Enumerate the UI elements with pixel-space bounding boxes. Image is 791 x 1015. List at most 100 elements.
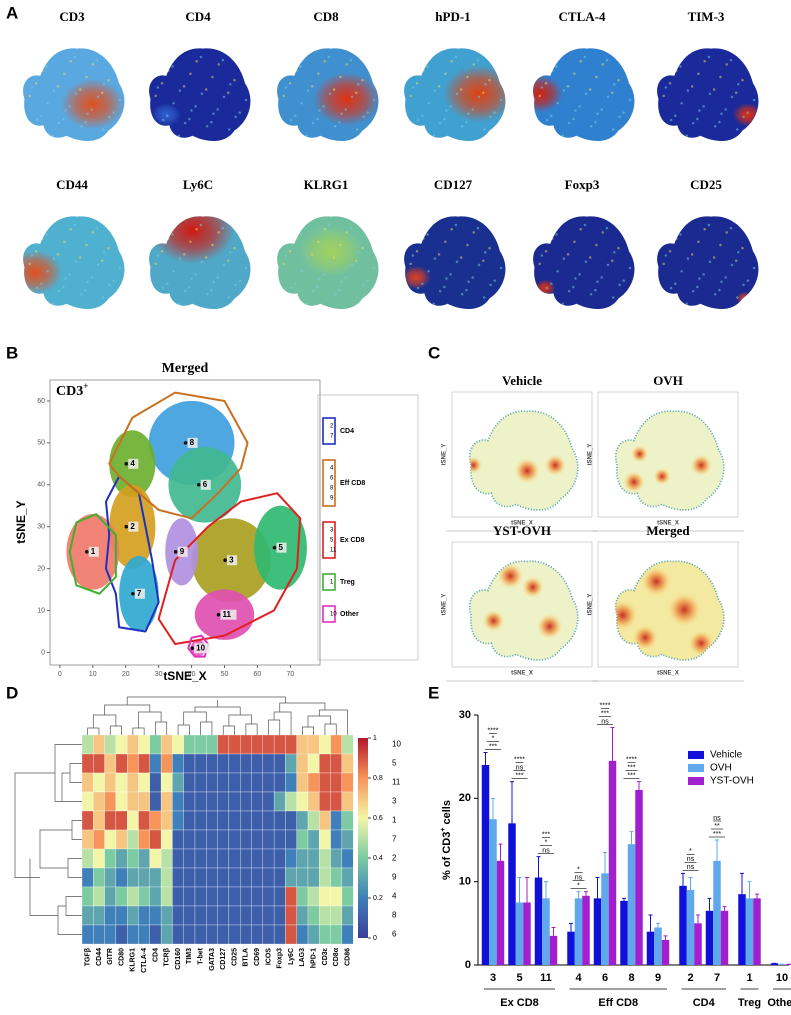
marker-title: TIM-3 [688, 9, 725, 24]
heatmap-cell [262, 924, 275, 945]
heatmap-cell [251, 791, 263, 812]
heatmap-cell [262, 829, 275, 850]
speckle [310, 85, 314, 88]
legend-member: 2 [330, 424, 334, 430]
column-label: CTLA-4 [141, 948, 148, 973]
speckle [354, 91, 358, 94]
heatmap-cell [319, 905, 331, 926]
heatmap-cell [206, 753, 218, 774]
speckle [747, 234, 751, 237]
speckle [455, 260, 459, 264]
speckle [618, 115, 621, 119]
speckle [366, 279, 370, 282]
heatmap-cell [296, 867, 309, 888]
heatmap-cell [262, 905, 275, 926]
density-hotspot [615, 599, 639, 631]
panel-label: B [6, 343, 18, 362]
tsne-body [533, 216, 635, 309]
speckle [685, 302, 689, 306]
y-axis-label: tSNE_Y [442, 444, 448, 466]
speckle [410, 299, 414, 302]
speckle [494, 234, 498, 237]
speckle [366, 111, 370, 114]
speckle [117, 62, 121, 65]
heatmap-cell [115, 905, 128, 926]
heatmap-cell [149, 924, 162, 945]
panel-label: C [428, 343, 440, 362]
speckle [46, 101, 49, 105]
heatmap-cell [81, 810, 94, 831]
heatmap-cell [127, 886, 139, 907]
column-label: CD80 [118, 948, 125, 966]
speckle [79, 125, 83, 128]
heatmap-cell [206, 772, 218, 793]
density-map [469, 560, 579, 661]
speckle [318, 277, 321, 280]
bar [686, 890, 695, 965]
cluster-label-box [187, 437, 198, 448]
speckle [211, 75, 214, 79]
speckle [409, 262, 413, 266]
tsne-map [23, 48, 125, 141]
speckle [432, 302, 436, 306]
speckle [428, 56, 431, 60]
speckle [449, 105, 452, 108]
speckle [589, 125, 593, 128]
bar [770, 963, 779, 965]
heatmap-cell [183, 886, 196, 907]
heatmap-cell [330, 905, 343, 926]
speckle [183, 289, 187, 293]
speckle [663, 299, 667, 302]
bar [661, 940, 670, 965]
heatmap-cell [296, 791, 309, 812]
heatmap-cell [285, 734, 297, 755]
speckle [199, 223, 203, 227]
y-tick-label: 20 [459, 792, 471, 804]
speckle [166, 282, 169, 286]
heatmap-cell [138, 753, 150, 774]
column-label: TGFβ [84, 947, 91, 966]
speckle [680, 101, 683, 105]
speckle [244, 266, 248, 270]
speckle [561, 302, 565, 306]
speckle [659, 221, 662, 225]
speckle [200, 260, 204, 264]
column-label: hPD-1 [310, 948, 317, 968]
bar [567, 931, 575, 965]
speckle [56, 253, 60, 256]
heatmap-cell [93, 734, 105, 755]
speckle [344, 108, 347, 111]
heatmap-cell [127, 867, 139, 888]
speckle [154, 94, 158, 98]
speckle [40, 114, 43, 118]
speckle [720, 280, 723, 283]
x-tick-label: 10 [89, 671, 97, 678]
speckle [747, 66, 751, 69]
bar [601, 873, 609, 965]
speckle [555, 233, 558, 236]
speckle [239, 66, 243, 69]
significance: ns [687, 864, 695, 871]
bar [608, 760, 617, 965]
heatmap-cell [160, 924, 173, 945]
heatmap-cell [251, 753, 263, 774]
speckle [85, 243, 88, 247]
heatmap-cell [115, 829, 128, 850]
legend-label: CD4 [340, 428, 354, 435]
speckle [573, 72, 576, 76]
speckle [499, 266, 503, 270]
error-bar [696, 914, 700, 924]
heatmap-cell [104, 924, 117, 945]
density-hotspot [690, 454, 713, 477]
speckle [52, 257, 56, 260]
cluster-center [272, 545, 277, 550]
legend-member: 4 [330, 466, 334, 472]
heatmap-cell [115, 867, 128, 888]
heatmap-cell [285, 848, 297, 869]
speckle [444, 240, 447, 244]
legend-member: 1 [330, 580, 334, 586]
heatmap-cell [341, 810, 354, 831]
heatmap-cell [319, 886, 331, 907]
speckle [751, 230, 755, 233]
